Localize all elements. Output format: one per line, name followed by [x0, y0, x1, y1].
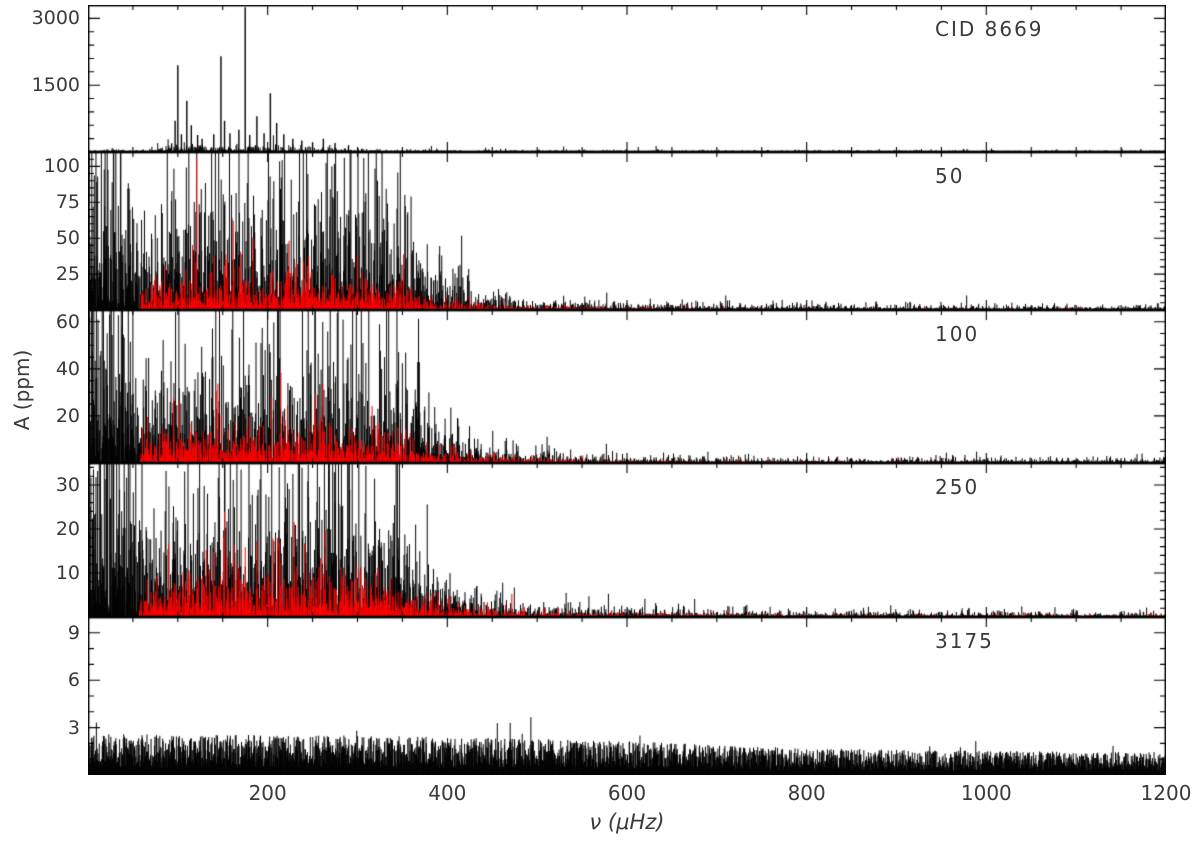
y-tick-label: 25: [55, 263, 80, 286]
spectrum-panel-50: 50: [88, 152, 1166, 310]
spectrum-canvas-4: [88, 617, 1166, 775]
panel-label: 3175: [935, 629, 994, 653]
x-tick-label: 600: [607, 781, 647, 805]
spectrum-panel-3175: 3175: [88, 617, 1166, 775]
spectrum-canvas-2: [88, 310, 1166, 463]
x-axis-label: ν (μHz): [589, 810, 665, 834]
x-tick-label: 1200: [1140, 781, 1192, 805]
y-tick-label: 1500: [31, 74, 80, 97]
spectrum-canvas-0: [88, 5, 1166, 152]
x-tick-label: 800: [787, 781, 826, 805]
y-tick-label: 50: [55, 227, 80, 250]
x-tick-label: 1000: [960, 781, 1012, 805]
y-axis-label: A (ppm): [10, 349, 34, 431]
panel-label: 50: [935, 164, 965, 188]
y-tick-label: 100: [43, 155, 80, 178]
spectrum-canvas-1: [88, 152, 1166, 310]
y-tick-label: 40: [55, 357, 80, 380]
y-tick-label: 9: [67, 621, 80, 644]
spectrum-panel-250: 250: [88, 463, 1166, 617]
y-tick-label: 20: [55, 404, 80, 427]
y-tick-label: 60: [55, 310, 80, 333]
y-tick-label: 3000: [31, 7, 80, 30]
spectrum-canvas-3: [88, 463, 1166, 617]
y-tick-label: 10: [55, 562, 80, 584]
spectrum-panel-100: 100: [88, 310, 1166, 463]
panel-label: CID 8669: [935, 17, 1044, 41]
y-tick-label: 30: [55, 474, 80, 496]
panel-label: 250: [935, 475, 980, 499]
x-tick-label: 400: [428, 781, 467, 805]
x-tick-label: 200: [248, 781, 287, 805]
spectrum-panel-cid8669: CID 8669: [88, 5, 1166, 152]
y-tick-label: 20: [55, 518, 80, 540]
panel-label: 100: [935, 322, 980, 346]
y-tick-label: 3: [67, 716, 80, 739]
y-tick-label: 75: [55, 191, 80, 214]
y-tick-label: 6: [67, 669, 80, 692]
